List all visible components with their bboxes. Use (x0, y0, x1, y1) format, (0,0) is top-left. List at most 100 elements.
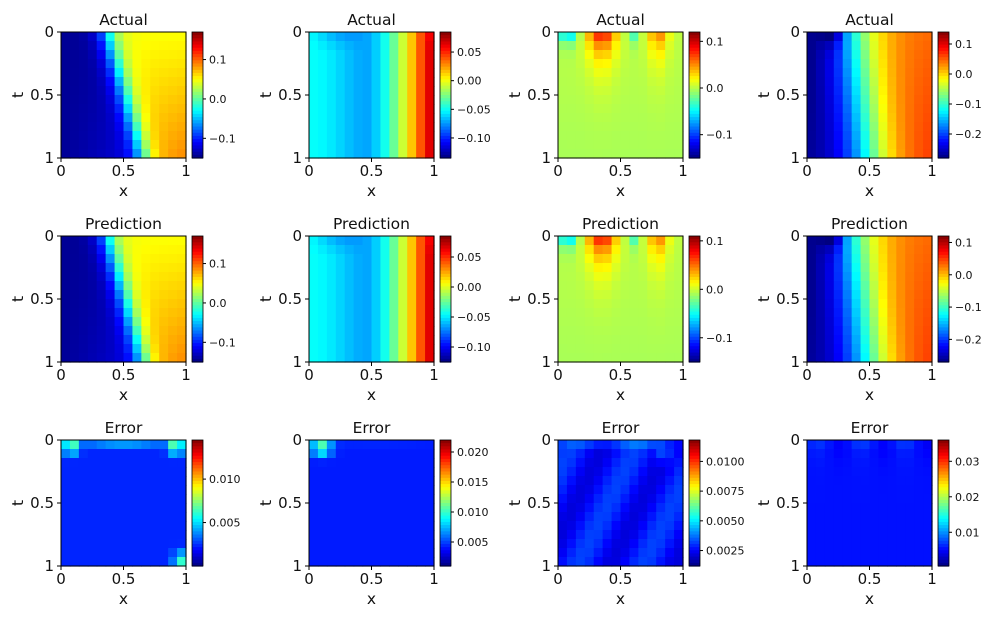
heatmap-cell (815, 68, 826, 78)
heatmap-cell (78, 140, 89, 150)
heatmap-cell (335, 530, 346, 540)
heatmap-cell (807, 476, 817, 486)
heatmap-cell (150, 449, 160, 459)
heatmap-cell (869, 512, 880, 522)
heatmap-cell (620, 131, 631, 141)
heatmap-cell (833, 494, 844, 504)
heatmap-cell (380, 281, 390, 291)
heatmap-cells (61, 236, 187, 363)
colorbar-segment (192, 540, 203, 545)
heatmap-cell (105, 485, 116, 495)
heatmap-cell (638, 41, 648, 51)
colorbar: 0.10.0−0.1 (688, 235, 733, 363)
heatmap-cell (407, 530, 417, 540)
heatmap-cell (593, 512, 604, 522)
heatmap-cell (833, 521, 844, 531)
x-tick-label: 0.5 (858, 570, 882, 588)
heatmap-cell (558, 353, 568, 363)
heatmap-cell (914, 467, 924, 477)
heatmap-cell (407, 290, 417, 300)
heatmap-cell (317, 317, 328, 327)
heatmap-cell (159, 77, 169, 87)
heatmap-cell (611, 467, 622, 477)
colorbar-segment (440, 496, 451, 501)
heatmap-cell (344, 449, 355, 459)
colorbar-segment (192, 32, 203, 36)
colorbar-segment (689, 503, 700, 507)
heatmap-cell (602, 290, 613, 300)
heatmap-cell (665, 503, 675, 513)
heatmap-cell (851, 353, 862, 363)
y-tick-label: 0.5 (527, 86, 551, 104)
heatmap-cell (914, 317, 924, 327)
heatmap-cell (326, 440, 337, 450)
heatmap-cell (123, 104, 134, 114)
heatmap-cell (150, 272, 160, 282)
heatmap-cell (842, 476, 853, 486)
colorbar-segment (689, 60, 700, 65)
colorbar-segment (938, 236, 949, 240)
y-axis-label: t (257, 92, 275, 98)
heatmap-cell (815, 104, 826, 114)
colorbar-segment (440, 76, 451, 80)
heatmap-cell (860, 521, 871, 531)
colorbar-segment (938, 32, 949, 36)
heatmap-cell (807, 50, 817, 60)
heatmap-cell (96, 149, 107, 159)
heatmap-cell (575, 59, 586, 69)
heatmap-cell (389, 512, 399, 522)
colorbar-segment (689, 465, 700, 469)
heatmap-cell (896, 32, 906, 42)
heatmap-cell (851, 95, 862, 105)
heatmap-cell (833, 476, 844, 486)
heatmap-cell (842, 521, 853, 531)
heatmap-cell (807, 467, 817, 477)
heatmap-cell (842, 299, 853, 309)
colorbar-segment (938, 440, 949, 444)
heatmap-cell (96, 440, 107, 450)
x-tick-label: 1 (181, 570, 191, 588)
heatmap-cell (629, 263, 639, 273)
y-tick-label: 0.5 (278, 494, 302, 512)
heatmap-cell (851, 344, 862, 354)
colorbar-frame (937, 235, 950, 363)
heatmap-cell (638, 503, 648, 513)
colorbar-segment (192, 267, 203, 272)
heatmap-cell (914, 86, 924, 96)
heatmap-cell (665, 281, 675, 291)
heatmap-cell (177, 494, 187, 504)
heatmap-cell (105, 281, 116, 291)
heatmap-cell (380, 77, 390, 87)
colorbar-segment (192, 63, 203, 68)
heatmap-cell (69, 290, 80, 300)
heatmap-cell (353, 254, 364, 264)
colorbar-segment (689, 69, 700, 74)
heatmap-cell (647, 476, 657, 486)
heatmap-cell (69, 131, 80, 141)
colorbar-segment (689, 321, 700, 325)
colorbar-tick-label: 0.0025 (706, 545, 745, 558)
colorbar-segment (440, 543, 451, 548)
colorbar-segment (192, 440, 203, 444)
heatmap-cell (371, 326, 382, 336)
heatmap-cell (326, 467, 337, 477)
heatmap-cell (61, 494, 71, 504)
heatmap-cell (425, 440, 435, 450)
heatmap-cell (575, 95, 586, 105)
heatmap-cell (309, 68, 319, 78)
heatmap-cell (132, 530, 142, 540)
colorbar-segment (938, 562, 949, 567)
heatmap-cell (159, 281, 169, 291)
heatmap-cell (398, 299, 408, 309)
colorbar-segment (689, 66, 700, 71)
heatmap-cell (141, 539, 151, 549)
colorbar-segment (938, 139, 949, 143)
heatmap-cell (647, 317, 657, 327)
heatmap-cell (362, 548, 373, 558)
heatmap-cell (380, 476, 390, 486)
heatmap-cell (602, 539, 613, 549)
heatmap-cell (344, 485, 355, 495)
heatmap-cell (656, 32, 666, 42)
heatmap-cell (416, 539, 426, 549)
